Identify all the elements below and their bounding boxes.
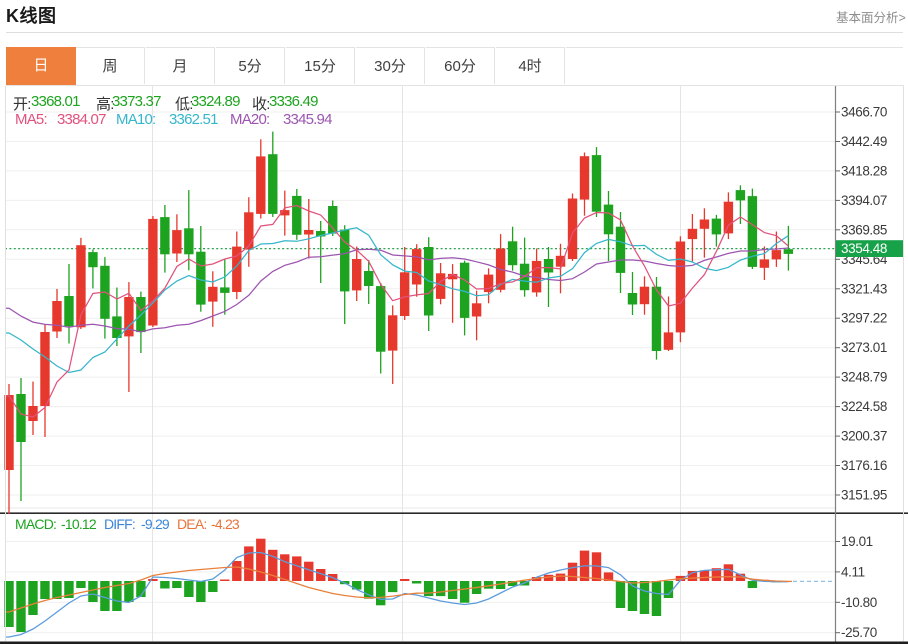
svg-text:-25.70: -25.70 [841,625,877,640]
svg-text:3176.16: 3176.16 [841,458,887,473]
svg-text:3466.70: 3466.70 [841,105,887,120]
svg-text:3369.85: 3369.85 [841,222,887,237]
svg-text:3394.07: 3394.07 [841,193,887,208]
svg-text:3151.95: 3151.95 [841,488,887,503]
svg-text:3321.43: 3321.43 [841,281,887,296]
svg-text:19.01: 19.01 [841,534,873,549]
svg-text:3273.01: 3273.01 [841,340,887,355]
svg-text:4.11: 4.11 [841,564,865,579]
svg-text:3200.37: 3200.37 [841,429,887,444]
svg-text:-10.80: -10.80 [841,595,877,610]
svg-text:3248.79: 3248.79 [841,370,887,385]
svg-text:3297.22: 3297.22 [841,311,887,326]
svg-text:3354.48: 3354.48 [841,241,887,256]
svg-text:3442.49: 3442.49 [841,134,887,149]
svg-text:3418.28: 3418.28 [841,163,887,178]
svg-text:3224.58: 3224.58 [841,399,887,414]
